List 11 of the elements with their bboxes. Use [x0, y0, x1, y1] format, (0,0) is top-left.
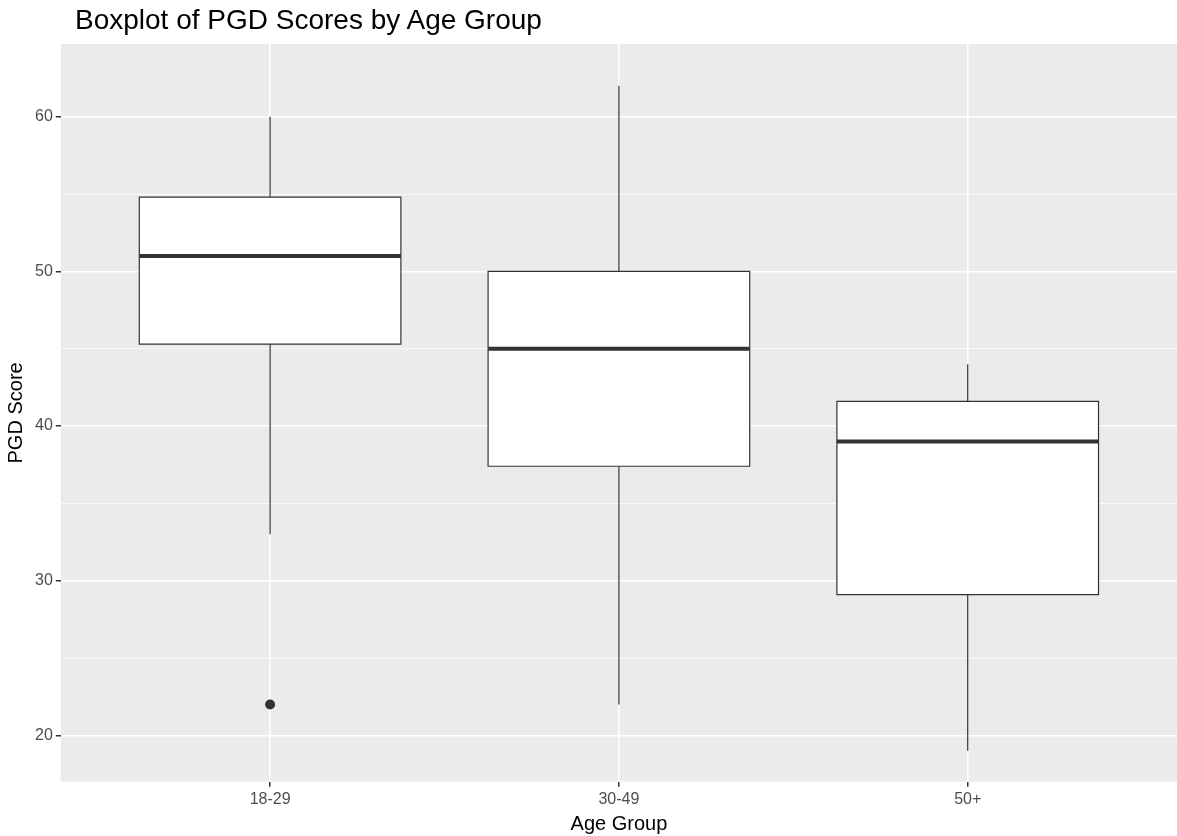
- y-tick-label: 30: [35, 571, 53, 589]
- chart-title: Boxplot of PGD Scores by Age Group: [75, 4, 542, 36]
- x-axis-title: Age Group: [570, 811, 668, 834]
- y-axis-title: PGD Score: [3, 362, 26, 464]
- x-tick-label: 30-49: [598, 789, 640, 807]
- y-tick-label: 60: [35, 107, 53, 125]
- y-tick-label: 40: [35, 416, 53, 434]
- x-tick-label: 50+: [954, 789, 982, 807]
- y-tick-label: 20: [35, 725, 53, 743]
- y-tick-label: 50: [35, 261, 53, 279]
- x-tick-label: 18-29: [249, 789, 291, 807]
